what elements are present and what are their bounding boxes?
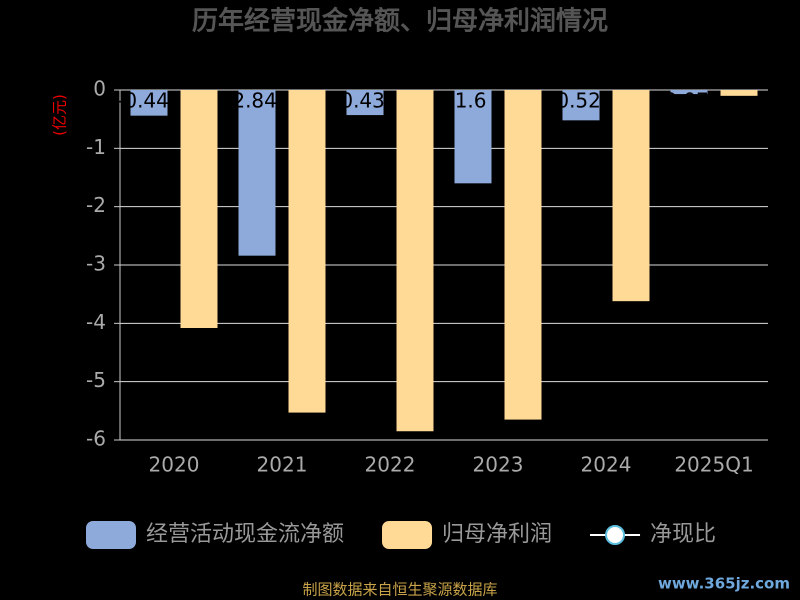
legend-label: 净现比 [650, 522, 716, 547]
x-tick-label: 2020 [149, 453, 200, 477]
y-tick-label: -5 [86, 368, 106, 392]
data-label: -1.6 [447, 89, 486, 113]
bar [238, 90, 276, 256]
y-tick-label: -2 [86, 193, 106, 217]
x-tick-label: 2023 [473, 453, 524, 477]
y-tick-label: -1 [86, 135, 106, 159]
bar [562, 90, 600, 121]
bar [504, 90, 542, 420]
bar [130, 90, 168, 116]
bar [670, 90, 708, 95]
source-note: 制图数据来自恒生聚源数据库 [302, 581, 497, 599]
x-tick-label: 2021 [257, 453, 308, 477]
watermark: www.365jz.com [658, 575, 790, 593]
y-tick-label: 0 [93, 77, 106, 101]
data-label: -0.44 [117, 89, 169, 113]
y-tick-label: -3 [86, 252, 106, 276]
legend-label: 经营活动现金流净额 [146, 522, 344, 547]
data-label: -0.07 [657, 89, 709, 113]
y-tick-label: -6 [86, 427, 106, 451]
bar [720, 90, 758, 96]
x-tick-label: 2022 [365, 453, 416, 477]
bar [612, 90, 650, 302]
y-axis-label: (亿元) [51, 94, 69, 136]
legend-marker [605, 525, 626, 545]
legend-swatch [382, 521, 433, 549]
legend-swatch [86, 521, 136, 549]
legend-label: 归母净利润 [442, 522, 552, 547]
data-label: -2.84 [225, 89, 277, 113]
y-tick-label: -4 [86, 310, 106, 334]
chart-title: 历年经营现金净额、归母净利润情况 [192, 6, 608, 37]
bar [396, 90, 434, 432]
x-tick-label: 2025Q1 [674, 453, 753, 477]
bar [454, 90, 492, 184]
bar [288, 90, 326, 413]
bar [180, 90, 218, 328]
data-label: -0.52 [549, 89, 601, 113]
x-tick-label: 2024 [581, 453, 632, 477]
bar [346, 90, 384, 116]
data-label: -0.43 [333, 89, 385, 113]
